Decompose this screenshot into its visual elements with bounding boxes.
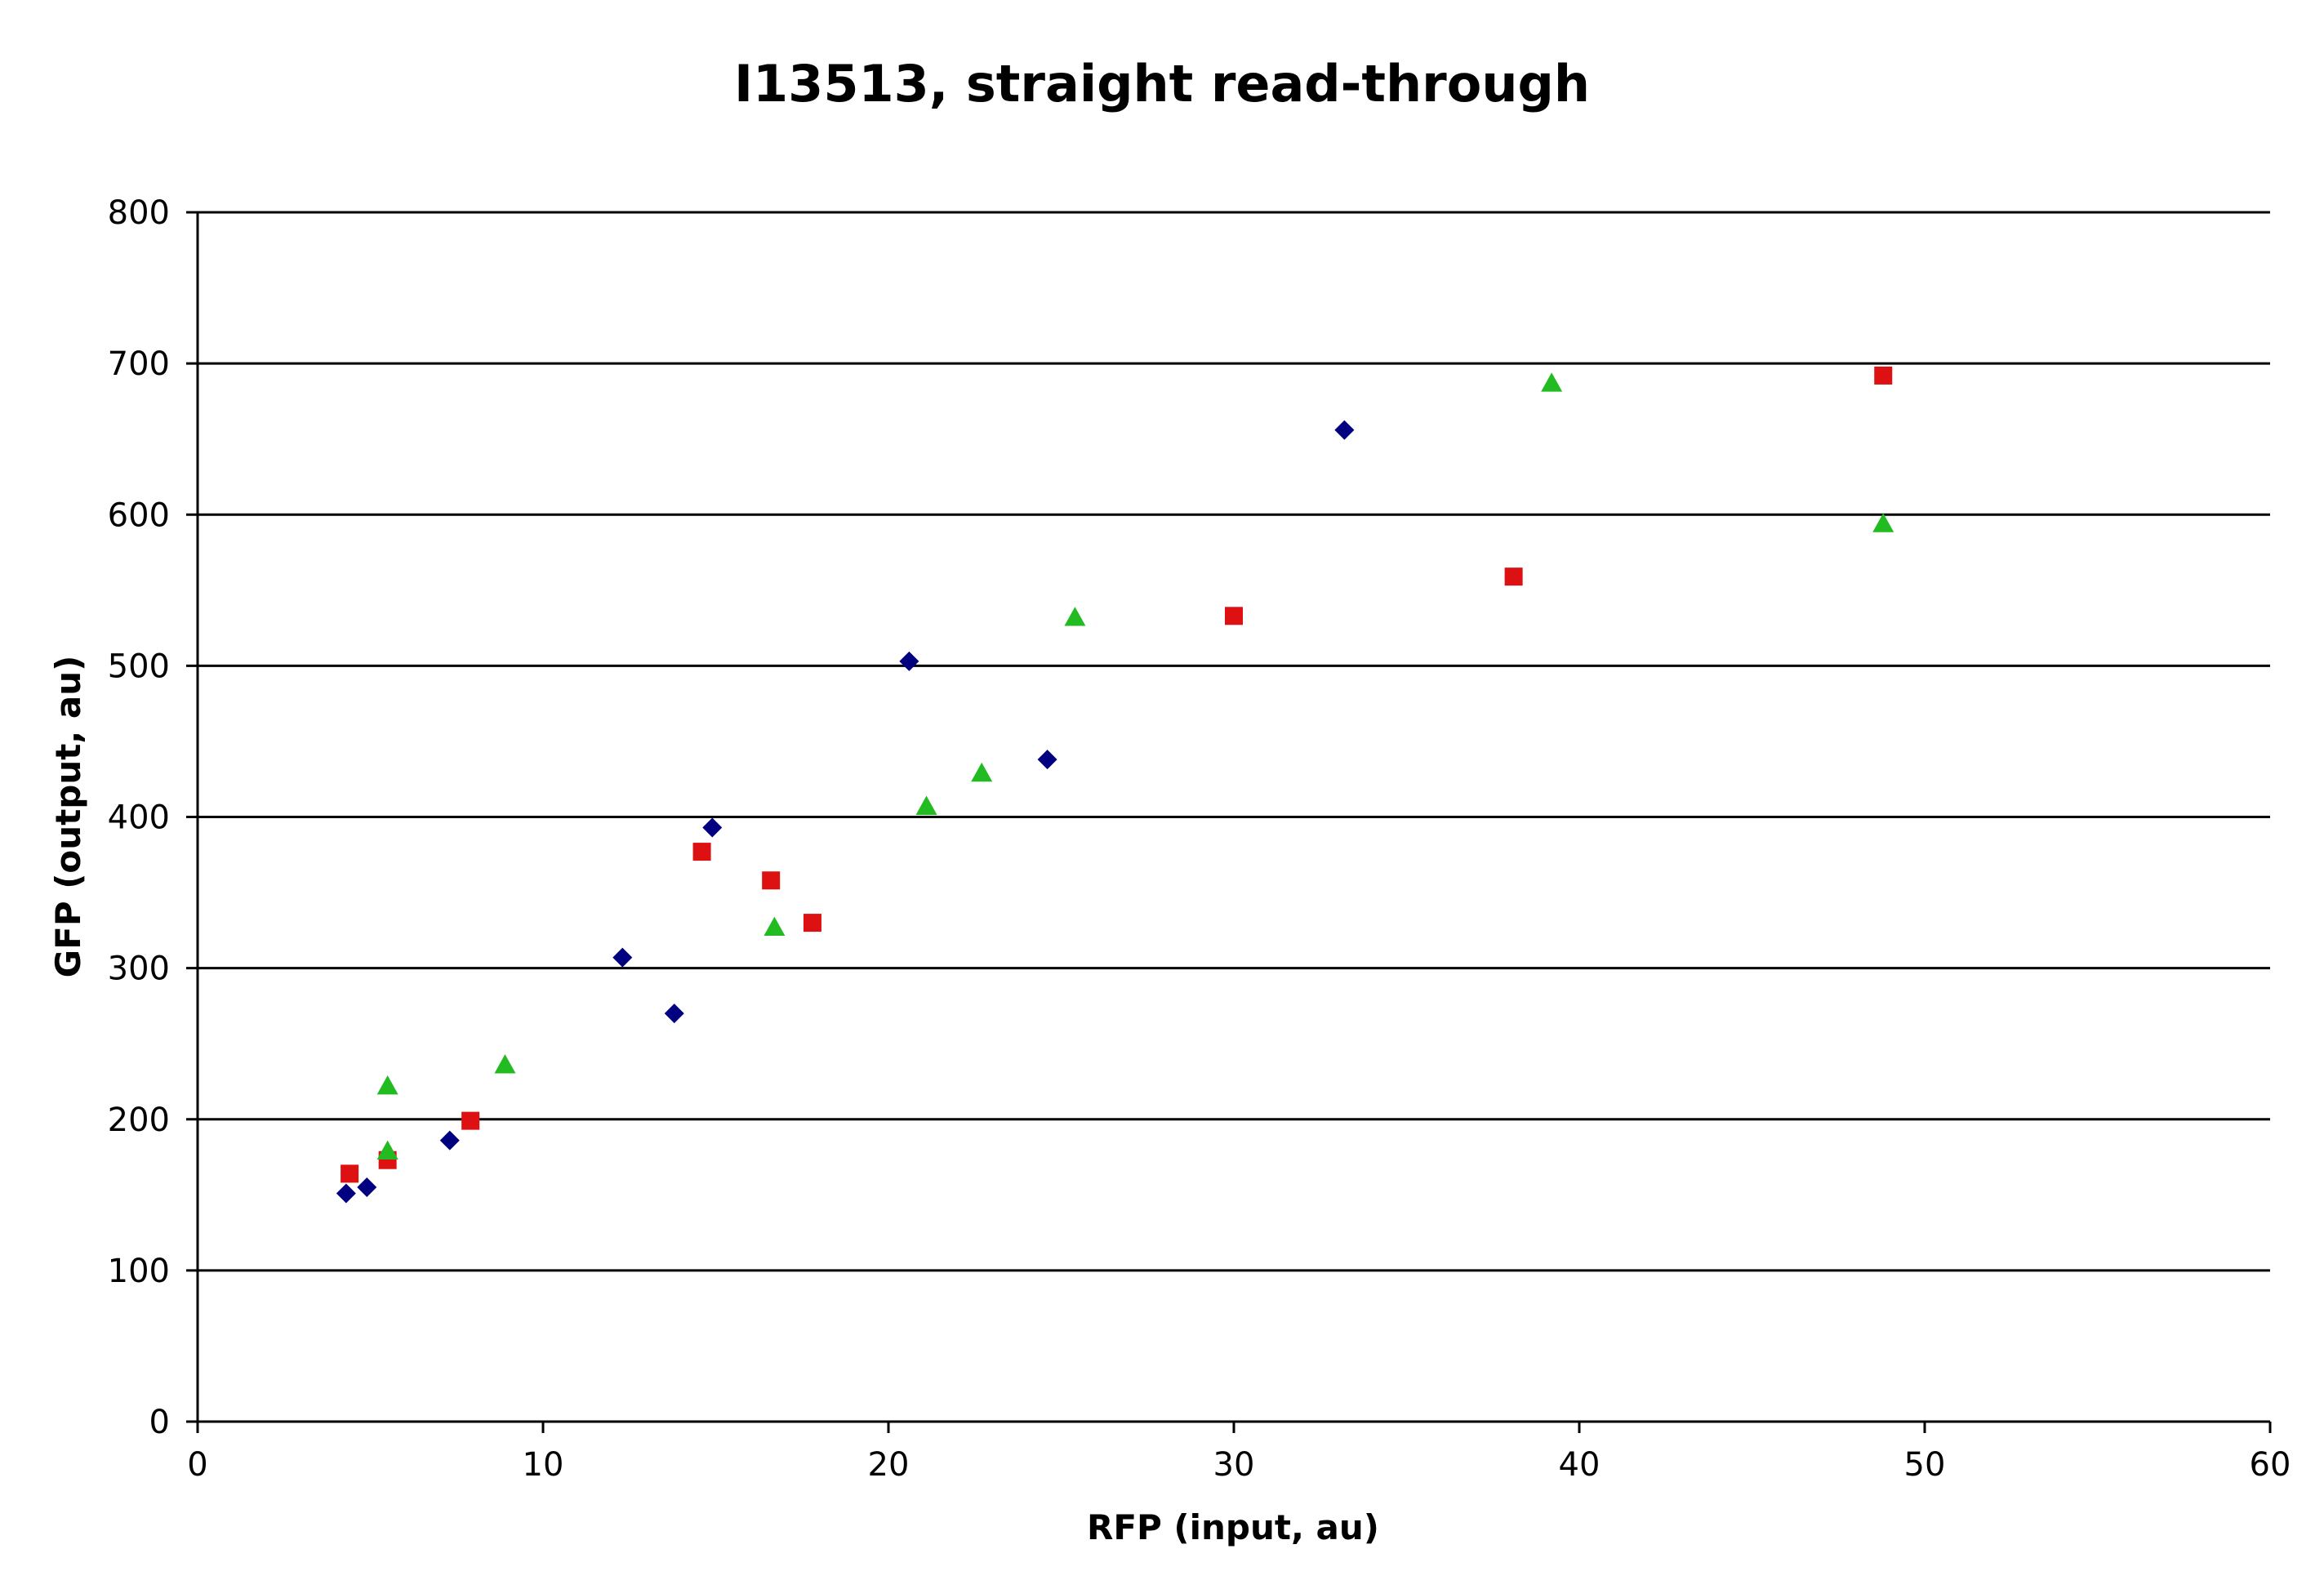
point-triangle xyxy=(915,795,937,815)
x-tick-label: 10 xyxy=(523,1446,564,1484)
y-tick-label: 0 xyxy=(149,1404,170,1441)
y-tick-label: 700 xyxy=(108,345,170,383)
point-square xyxy=(803,914,821,932)
point-square xyxy=(692,843,711,861)
point-square xyxy=(1504,568,1523,586)
point-diamond xyxy=(899,651,919,671)
point-diamond xyxy=(1037,750,1057,770)
x-tick-label: 60 xyxy=(2250,1446,2291,1484)
point-square xyxy=(461,1111,480,1130)
point-triangle xyxy=(376,1075,398,1095)
point-triangle xyxy=(971,762,993,782)
point-triangle xyxy=(764,916,786,937)
point-triangle xyxy=(1541,372,1563,392)
series-3 xyxy=(376,372,1894,1160)
data-points xyxy=(336,366,1894,1204)
point-diamond xyxy=(1334,420,1355,440)
point-triangle xyxy=(494,1054,516,1074)
point-diamond xyxy=(664,1004,684,1024)
point-diamond xyxy=(612,947,633,968)
point-square xyxy=(1874,366,1893,385)
x-tick-label: 20 xyxy=(868,1446,910,1484)
point-diamond xyxy=(702,817,723,838)
point-square xyxy=(762,871,781,890)
x-tick-label: 50 xyxy=(1904,1446,1946,1484)
series-2 xyxy=(341,366,1893,1183)
point-triangle xyxy=(376,1140,398,1160)
point-square xyxy=(341,1164,359,1183)
point-triangle xyxy=(1872,513,1894,532)
y-tick-label: 100 xyxy=(108,1253,170,1290)
gridlines xyxy=(198,211,2270,1272)
point-diamond xyxy=(336,1183,356,1204)
point-square xyxy=(1225,607,1243,625)
x-tick-label: 40 xyxy=(1559,1446,1601,1484)
x-tick-label: 30 xyxy=(1213,1446,1255,1484)
y-tick-label: 300 xyxy=(108,950,170,988)
point-diamond xyxy=(439,1130,460,1151)
y-tick-label: 500 xyxy=(108,648,170,685)
y-tick-label: 200 xyxy=(108,1102,170,1139)
series-1 xyxy=(336,420,1355,1204)
y-tick-label: 800 xyxy=(108,194,170,232)
point-diamond xyxy=(357,1177,377,1198)
ticks: 0 100 200 300 400 500 600 700 800 0 10 20 30 40 50 60 xyxy=(108,194,2291,1484)
y-tick-label: 600 xyxy=(108,496,170,534)
chart-title: I13513, straight read-through xyxy=(733,54,1591,114)
y-tick-label: 400 xyxy=(108,799,170,837)
point-triangle xyxy=(1064,607,1086,626)
x-tick-label: 0 xyxy=(187,1446,207,1484)
x-axis-label: RFP (input, au) xyxy=(1087,1507,1379,1547)
